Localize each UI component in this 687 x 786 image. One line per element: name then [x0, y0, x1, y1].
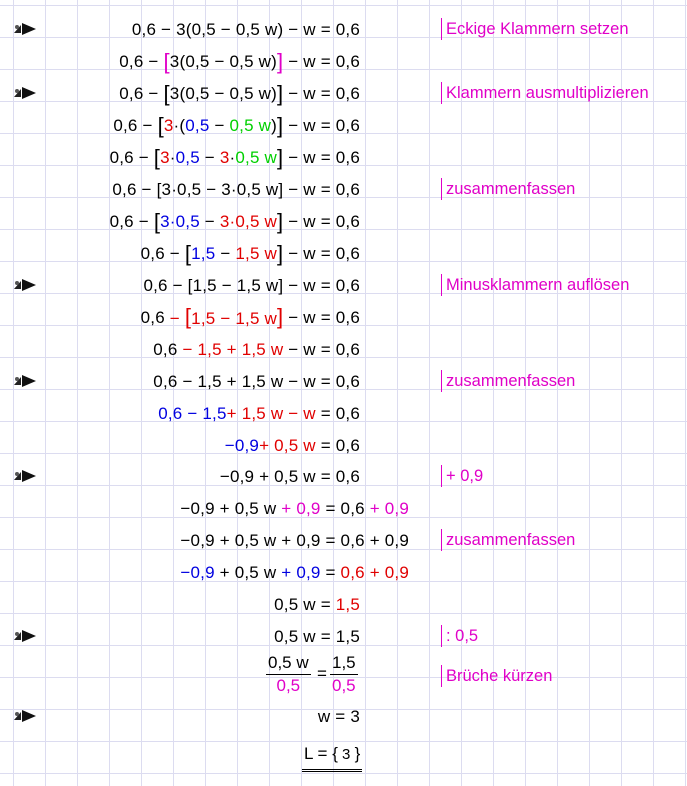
equation-line: 0,6 − [3(0,5 − 0,5 w)] − w = 0,6: [119, 49, 360, 74]
evaluate-icon[interactable]: [12, 706, 38, 726]
evaluate-icon[interactable]: [12, 626, 38, 646]
equation-line: 0,5 w = 1,5: [274, 595, 360, 614]
equation-line: 0,6 − 1,5 + 1,5 w − w = 0,6: [158, 404, 360, 423]
step-note: : 0,5: [441, 623, 478, 649]
equation-line: w = 3: [317, 707, 360, 726]
equation-line: 0,6 − [3(0,5 − 0,5 w)] − w = 0,6: [119, 81, 360, 106]
step-note: Eckige Klammern setzen: [441, 16, 629, 42]
step-note: Klammern ausmultiplizieren: [441, 80, 649, 106]
equation-line: 0,5 w = 1,5: [274, 627, 360, 646]
equation-line: 0,6 − [3 ·(0,5 − 0,5 w)] − w = 0,6: [113, 113, 360, 138]
step-note: Minusklammern auflösen: [441, 272, 629, 298]
equation-line: −0,9 + 0,5 w + 0,9 = 0,6 + 0,9: [180, 499, 409, 518]
equation-line: −0,9 + 0,5 w + 0,9 = 0,6 + 0,9: [180, 531, 409, 550]
equation-line: 0,6 − [1,5 − 1,5 w] − w = 0,6: [143, 276, 360, 295]
fraction-left: 0,5 w 0,5: [266, 653, 311, 695]
solution-set: L = { 3 }: [302, 740, 363, 772]
equation-line: 0,6 − [3·0,5 − 3·0,5 w] − w = 0,6: [112, 180, 360, 199]
equation-line: 0,6 − 3(0,5 − 0,5 w) − w = 0,6: [131, 20, 360, 39]
equation-line: 0,6 − [3·0,5 − 3·0,5 w] − w = 0,6: [109, 145, 360, 170]
evaluate-icon[interactable]: [12, 275, 38, 295]
step-note: Brüche kürzen: [441, 663, 552, 689]
equation-line: −0,9 + 0,5 w + 0,9 = 0,6 + 0,9: [180, 563, 409, 582]
step-note: zusammenfassen: [441, 368, 575, 394]
evaluate-icon[interactable]: [12, 466, 38, 486]
evaluate-icon[interactable]: [12, 19, 38, 39]
step-note: + 0,9: [441, 463, 483, 489]
step-note: zusammenfassen: [441, 527, 575, 553]
step-note: zusammenfassen: [441, 176, 575, 202]
evaluate-icon[interactable]: [12, 83, 38, 103]
equation-line: 0,6 − 1,5 + 1,5 w − w = 0,6: [153, 372, 360, 391]
equation-line: −0,9 + 0,5 w = 0,6: [219, 467, 360, 486]
equation-line: 0,6 − [1,5 − 1,5 w] − w = 0,6: [140, 304, 360, 329]
equation-line: −0,9 + 0,5 w = 0,6: [224, 436, 360, 455]
evaluate-icon[interactable]: [12, 371, 38, 391]
equation-line: 0,6 − [1,5 − 1,5 w] − w = 0,6: [140, 241, 360, 266]
fraction-right: 1,5 0,5: [330, 653, 358, 695]
equation-line: 0,6 − [3·0,5 − 3·0,5 w] − w = 0,6: [109, 209, 360, 234]
equation-line: 0,6 − 1,5 + 1,5 w − w = 0,6: [153, 340, 360, 359]
